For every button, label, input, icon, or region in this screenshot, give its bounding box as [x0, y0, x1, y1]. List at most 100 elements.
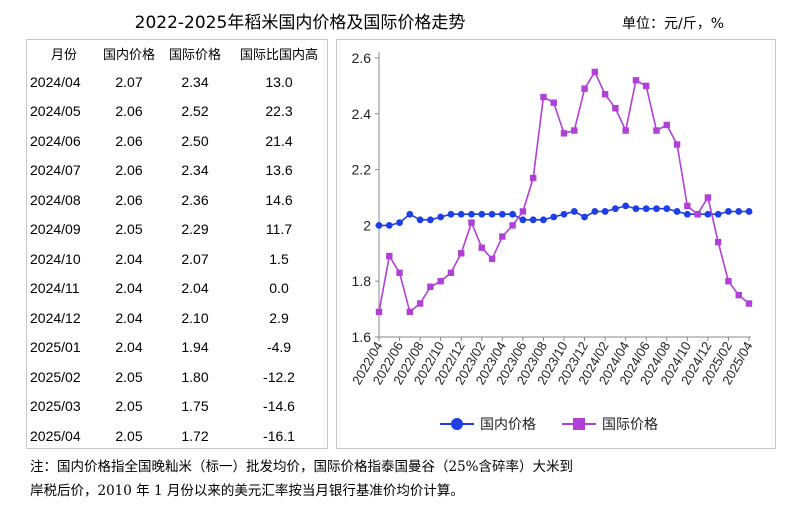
international-price-point — [560, 130, 568, 137]
domestic-price-point — [714, 210, 722, 218]
cell-international-price: 2.52 — [181, 103, 209, 120]
table-row: 2024/12 2.04 2.10 2.9 — [27, 303, 328, 333]
domestic-price-point — [457, 210, 465, 218]
y-tick-label: 2 — [363, 217, 371, 233]
unit-label: 单位：元/斤，% — [622, 16, 725, 32]
international-price-point — [663, 121, 670, 129]
international-price-point — [653, 127, 660, 134]
international-price-point — [550, 99, 557, 106]
domestic-price-point — [611, 205, 619, 213]
domestic-price-point — [406, 210, 414, 218]
international-price-point — [622, 127, 629, 134]
cell-difference: 22.3 — [265, 103, 293, 120]
header-international-price: 国际价格 — [168, 47, 221, 62]
cell-international-price: 2.07 — [181, 250, 209, 267]
cell-international-price: 2.04 — [181, 280, 209, 297]
international-price-point — [499, 233, 506, 240]
international-price-point — [375, 308, 383, 316]
international-price-point — [673, 141, 681, 148]
footnote: 注：国内价格指全国晚籼米（标一）批发均价，国际价格指泰国曼谷（25%含碎率）大米… — [30, 455, 790, 503]
international-price-point — [427, 283, 434, 290]
table-row: 2025/02 2.05 1.80 -12.2 — [27, 362, 328, 392]
cell-month: 2024/04 — [30, 73, 81, 90]
cell-international-price: 2.50 — [181, 132, 209, 149]
table-row: 2024/08 2.06 2.36 14.6 — [27, 185, 328, 215]
international-price-point — [684, 202, 691, 210]
domestic-price-point — [468, 210, 475, 218]
cell-domestic-price: 2.07 — [115, 73, 143, 90]
domestic-price-point — [560, 210, 568, 218]
international-price-point — [437, 278, 444, 285]
legend-square-marker — [573, 418, 585, 430]
cell-domestic-price: 2.06 — [115, 132, 143, 149]
international-price-point — [735, 291, 742, 299]
y-tick-label: 2.6 — [352, 50, 372, 66]
cell-difference: 13.0 — [265, 73, 293, 90]
domestic-price-point — [632, 205, 640, 213]
international-price-point — [406, 308, 414, 316]
domestic-price-point — [498, 210, 506, 218]
cell-month: 2024/12 — [30, 309, 81, 326]
international-price-point — [396, 269, 403, 277]
cell-month: 2024/10 — [30, 250, 81, 267]
domestic-price-point — [519, 216, 527, 224]
table-row: 2024/05 2.06 2.52 22.3 — [27, 97, 328, 127]
domestic-price-point — [509, 210, 517, 218]
series-line-international — [378, 70, 750, 314]
y-tick-label: 1.6 — [352, 329, 372, 345]
legend-circle-marker — [451, 418, 463, 430]
international-price-point — [478, 244, 485, 251]
cell-difference: -4.9 — [266, 339, 292, 356]
domestic-price-point — [396, 219, 403, 227]
cell-difference: -16.1 — [263, 427, 295, 444]
domestic-price-point — [581, 213, 588, 221]
domestic-price-point — [550, 213, 558, 221]
domestic-price-point — [591, 208, 599, 215]
domestic-price-point — [488, 210, 496, 218]
cell-month: 2024/05 — [30, 103, 81, 120]
cell-international-price: 1.75 — [181, 398, 209, 415]
domestic-price-point — [642, 205, 650, 213]
cell-month: 2024/06 — [30, 132, 81, 149]
international-price-point — [591, 68, 599, 76]
cell-difference: 1.5 — [269, 250, 289, 267]
cell-month: 2025/01 — [30, 339, 81, 356]
domestic-price-point — [745, 208, 753, 215]
domestic-price-point — [529, 216, 537, 224]
table-row: 2025/03 2.05 1.75 -14.6 — [27, 392, 328, 422]
cell-month: 2025/03 — [30, 398, 81, 415]
cell-domestic-price: 2.04 — [115, 280, 143, 297]
legend-label-international: 国际价格 — [602, 417, 658, 433]
table-row: 2024/10 2.04 2.07 1.5 — [27, 244, 328, 274]
cell-domestic-price: 2.05 — [115, 368, 143, 385]
international-price-point — [458, 250, 465, 257]
international-price-point — [509, 222, 516, 229]
cell-difference: 14.6 — [265, 191, 293, 208]
domestic-price-point — [673, 208, 681, 215]
domestic-price-point — [683, 210, 691, 218]
cell-difference: -12.2 — [263, 368, 295, 385]
table-row: 2025/04 2.05 1.72 -16.1 — [27, 421, 328, 451]
cell-month: 2025/02 — [30, 368, 81, 385]
y-tick-label: 2.2 — [352, 162, 372, 178]
chart-frame — [336, 39, 776, 449]
international-price-point — [447, 269, 455, 277]
header-difference: 国际比国内高 — [239, 47, 318, 62]
international-price-point — [725, 278, 732, 285]
cell-month: 2024/11 — [30, 280, 80, 297]
chart-title: 2022-2025年稻米国内价格及国际价格走势 — [134, 13, 466, 33]
cell-difference: 13.6 — [265, 162, 293, 179]
international-price-point — [612, 105, 619, 112]
header-month: 月份 — [50, 47, 77, 62]
cell-domestic-price: 2.04 — [115, 339, 143, 356]
domestic-price-point — [663, 205, 671, 213]
international-price-point — [488, 255, 496, 263]
international-price-point — [416, 300, 424, 307]
table-body: 2024/04 2.07 2.34 13.0 2024/05 2.06 2.52 22.3 20… — [27, 67, 328, 451]
international-price-point — [643, 82, 650, 90]
domestic-price-point — [725, 208, 732, 215]
cell-international-price: 1.80 — [181, 368, 209, 385]
domestic-price-point — [570, 208, 578, 215]
cell-international-price: 2.34 — [181, 162, 209, 179]
cell-difference: 21.4 — [265, 132, 293, 149]
